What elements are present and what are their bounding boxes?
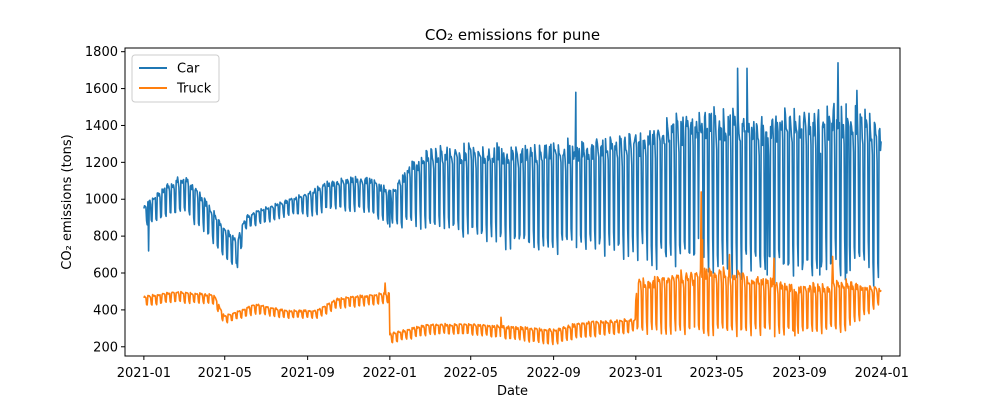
y-tick-label: 1200 — [85, 156, 118, 171]
x-axis-label: Date — [497, 384, 528, 399]
axes-frame — [124, 47, 901, 357]
x-tick-label: 2023-09 — [772, 366, 826, 381]
x-tick-label: 2023-05 — [690, 366, 744, 381]
y-tick-label: 1800 — [85, 45, 118, 60]
x-tick-label: 2022-01 — [363, 366, 417, 381]
x-tick-label: 2024-01 — [855, 366, 909, 381]
y-tick-label: 600 — [93, 267, 118, 282]
legend-label-car: Car — [177, 62, 200, 77]
y-tick-label: 1600 — [85, 82, 118, 97]
x-tick-label: 2022-05 — [444, 366, 498, 381]
x-axis: 2021-01 2021-05 2021-09 2022-01 2022-05 2022-… — [117, 356, 909, 381]
x-tick-label: 2022-09 — [526, 366, 580, 381]
y-tick-label: 1000 — [85, 193, 118, 208]
plot-area — [143, 61, 882, 346]
y-axis-label: CO₂ emissions (tons) — [60, 134, 75, 269]
y-tick-label: 800 — [93, 230, 118, 245]
y-tick-label: 200 — [93, 340, 118, 355]
legend: Car Truck — [131, 54, 220, 103]
y-tick-label: 400 — [93, 303, 118, 318]
x-tick-label: 2023-01 — [609, 366, 663, 381]
x-tick-label: 2021-01 — [117, 366, 171, 381]
series-line-truck — [143, 191, 882, 346]
x-tick-label: 2021-05 — [198, 366, 252, 381]
series-line-car — [143, 61, 882, 287]
legend-label-truck: Truck — [176, 82, 212, 97]
legend-box — [131, 54, 220, 103]
x-tick-label: 2021-09 — [280, 366, 334, 381]
y-tick-label: 1400 — [85, 119, 118, 134]
y-axis: 200 400 600 800 1000 1200 1400 1600 1800 — [85, 45, 125, 355]
chart-title: CO₂ emissions for pune — [425, 26, 600, 44]
